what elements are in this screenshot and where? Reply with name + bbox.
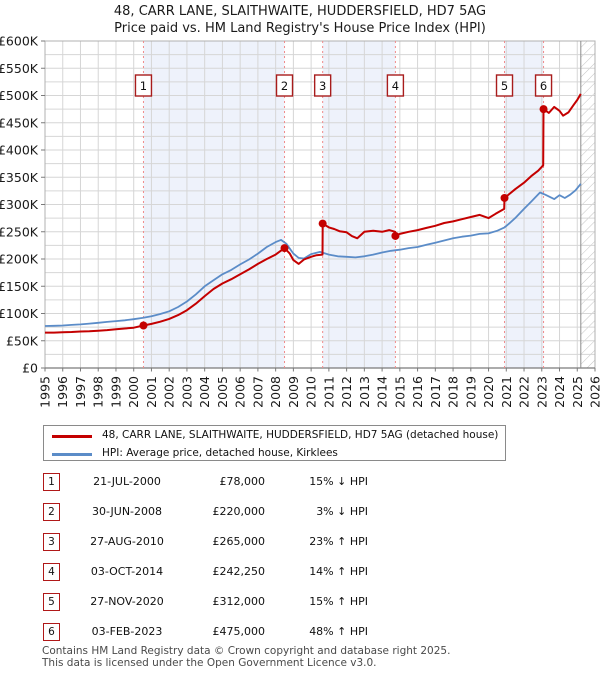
chart-title: 48, CARR LANE, SLAITHWAITE, HUDDERSFIELD…	[113, 4, 487, 19]
svg-text:£50K: £50K	[6, 333, 39, 348]
svg-text:£500K: £500K	[0, 88, 39, 103]
sale-price: £475,000	[212, 625, 266, 638]
svg-text:£250K: £250K	[0, 224, 39, 239]
sale-row: 3 27-AUG-2010 £265,000 23% ↑ HPI	[43, 532, 443, 554]
sale-number-badge: 5	[43, 593, 60, 611]
svg-text:1997: 1997	[73, 376, 88, 408]
svg-text:6: 6	[540, 79, 547, 93]
sale-date: 27-AUG-2010	[90, 535, 164, 548]
svg-text:1995: 1995	[38, 376, 53, 408]
svg-text:2016: 2016	[410, 376, 425, 408]
sale-hpi-delta: 15% ↓ HPI	[309, 475, 368, 488]
footer-line-2: This data is licensed under the Open Gov…	[42, 656, 377, 669]
svg-text:2000: 2000	[126, 376, 141, 408]
svg-text:2012: 2012	[339, 376, 354, 408]
license-footer: Contains HM Land Registry data © Crown c…	[42, 645, 582, 669]
svg-text:2022: 2022	[517, 376, 532, 408]
svg-text:2004: 2004	[197, 376, 212, 408]
sale-row: 1 21-JUL-2000 £78,000 15% ↓ HPI	[43, 472, 443, 494]
sale-date: 03-OCT-2014	[90, 565, 164, 578]
svg-text:3: 3	[319, 79, 326, 93]
svg-text:2009: 2009	[286, 376, 301, 408]
sale-price: £78,000	[219, 475, 266, 488]
svg-text:£550K: £550K	[0, 61, 39, 76]
svg-text:1998: 1998	[91, 376, 106, 408]
svg-text:£450K: £450K	[0, 115, 39, 130]
svg-text:£600K: £600K	[0, 34, 39, 49]
sales-table: 1 21-JUL-2000 £78,000 15% ↓ HPI 2 30-JUN-2008…	[43, 472, 443, 652]
svg-text:2021: 2021	[499, 376, 514, 408]
svg-text:1996: 1996	[55, 376, 70, 408]
svg-text:2017: 2017	[428, 376, 443, 408]
legend-label-hpi: HPI: Average price, detached house, Kirk…	[102, 447, 338, 459]
svg-text:2: 2	[281, 79, 288, 93]
svg-text:2008: 2008	[268, 376, 283, 408]
svg-text:2002: 2002	[162, 376, 177, 408]
svg-text:£300K: £300K	[0, 197, 39, 212]
svg-text:£200K: £200K	[0, 252, 39, 267]
legend-item-property: 48, CARR LANE, SLAITHWAITE, HUDDERSFIELD…	[44, 427, 505, 444]
svg-text:5: 5	[501, 79, 508, 93]
sale-row: 2 30-JUN-2008 £220,000 3% ↓ HPI	[43, 502, 443, 524]
svg-text:2014: 2014	[375, 376, 390, 408]
svg-text:2015: 2015	[392, 376, 407, 408]
svg-text:£350K: £350K	[0, 170, 39, 185]
sale-number-badge: 3	[43, 533, 60, 551]
sale-hpi-delta: 14% ↑ HPI	[309, 565, 368, 578]
svg-text:2020: 2020	[481, 376, 496, 408]
svg-text:£100K: £100K	[0, 306, 39, 321]
sale-date: 27-NOV-2020	[90, 595, 164, 608]
price-history-chart: 1 2 3 4 5 6 £0 £50K £100K £150K £200K £250K £300K £35…	[0, 34, 600, 408]
chart-subtitle: Price paid vs. HM Land Registry's House …	[114, 21, 486, 36]
svg-text:2026: 2026	[588, 376, 600, 408]
svg-text:£0: £0	[22, 361, 38, 376]
svg-text:2023: 2023	[534, 376, 549, 408]
svg-text:4: 4	[392, 79, 399, 93]
sale-price: £312,000	[212, 595, 266, 608]
legend-item-hpi: HPI: Average price, detached house, Kirk…	[44, 445, 505, 462]
property-line-swatch	[52, 435, 92, 438]
sale-hpi-delta: 15% ↑ HPI	[309, 595, 368, 608]
sale-hpi-delta: 3% ↓ HPI	[316, 505, 368, 518]
svg-text:2006: 2006	[233, 376, 248, 408]
chart-legend: 48, CARR LANE, SLAITHWAITE, HUDDERSFIELD…	[43, 425, 506, 461]
svg-text:2018: 2018	[446, 376, 461, 408]
svg-text:2024: 2024	[552, 376, 567, 408]
svg-text:1: 1	[140, 79, 147, 93]
sale-row: 6 03-FEB-2023 £475,000 48% ↑ HPI	[43, 622, 443, 644]
svg-text:£150K: £150K	[0, 279, 39, 294]
sale-price: £265,000	[212, 535, 266, 548]
svg-text:2003: 2003	[179, 376, 194, 408]
sale-number-badge: 4	[43, 563, 60, 581]
sale-row: 4 03-OCT-2014 £242,250 14% ↑ HPI	[43, 562, 443, 584]
sale-row: 5 27-NOV-2020 £312,000 15% ↑ HPI	[43, 592, 443, 614]
sale-date: 21-JUL-2000	[93, 475, 161, 488]
svg-text:2001: 2001	[144, 376, 159, 408]
sale-price: £242,250	[212, 565, 266, 578]
sale-date: 03-FEB-2023	[91, 625, 163, 638]
sale-number-badge: 6	[43, 623, 60, 641]
svg-text:2010: 2010	[304, 376, 319, 408]
svg-text:2013: 2013	[357, 376, 372, 408]
chart-titles: 48, CARR LANE, SLAITHWAITE, HUDDERSFIELD…	[0, 3, 600, 37]
sale-hpi-delta: 48% ↑ HPI	[309, 625, 368, 638]
svg-text:2025: 2025	[570, 376, 585, 408]
sale-hpi-delta: 23% ↑ HPI	[309, 535, 368, 548]
sale-price: £220,000	[212, 505, 266, 518]
sale-date: 30-JUN-2008	[91, 505, 163, 518]
sale-number-badge: 2	[43, 503, 60, 521]
svg-text:£400K: £400K	[0, 143, 39, 158]
svg-text:2005: 2005	[215, 376, 230, 408]
svg-text:2019: 2019	[463, 376, 478, 408]
svg-text:2011: 2011	[321, 376, 336, 408]
legend-label-property: 48, CARR LANE, SLAITHWAITE, HUDDERSFIELD…	[102, 429, 499, 441]
svg-text:1999: 1999	[108, 376, 123, 408]
footer-line-1: Contains HM Land Registry data © Crown c…	[42, 645, 451, 657]
svg-text:2007: 2007	[250, 376, 265, 408]
sale-number-badge: 1	[43, 473, 60, 491]
hpi-line-swatch	[52, 453, 92, 456]
